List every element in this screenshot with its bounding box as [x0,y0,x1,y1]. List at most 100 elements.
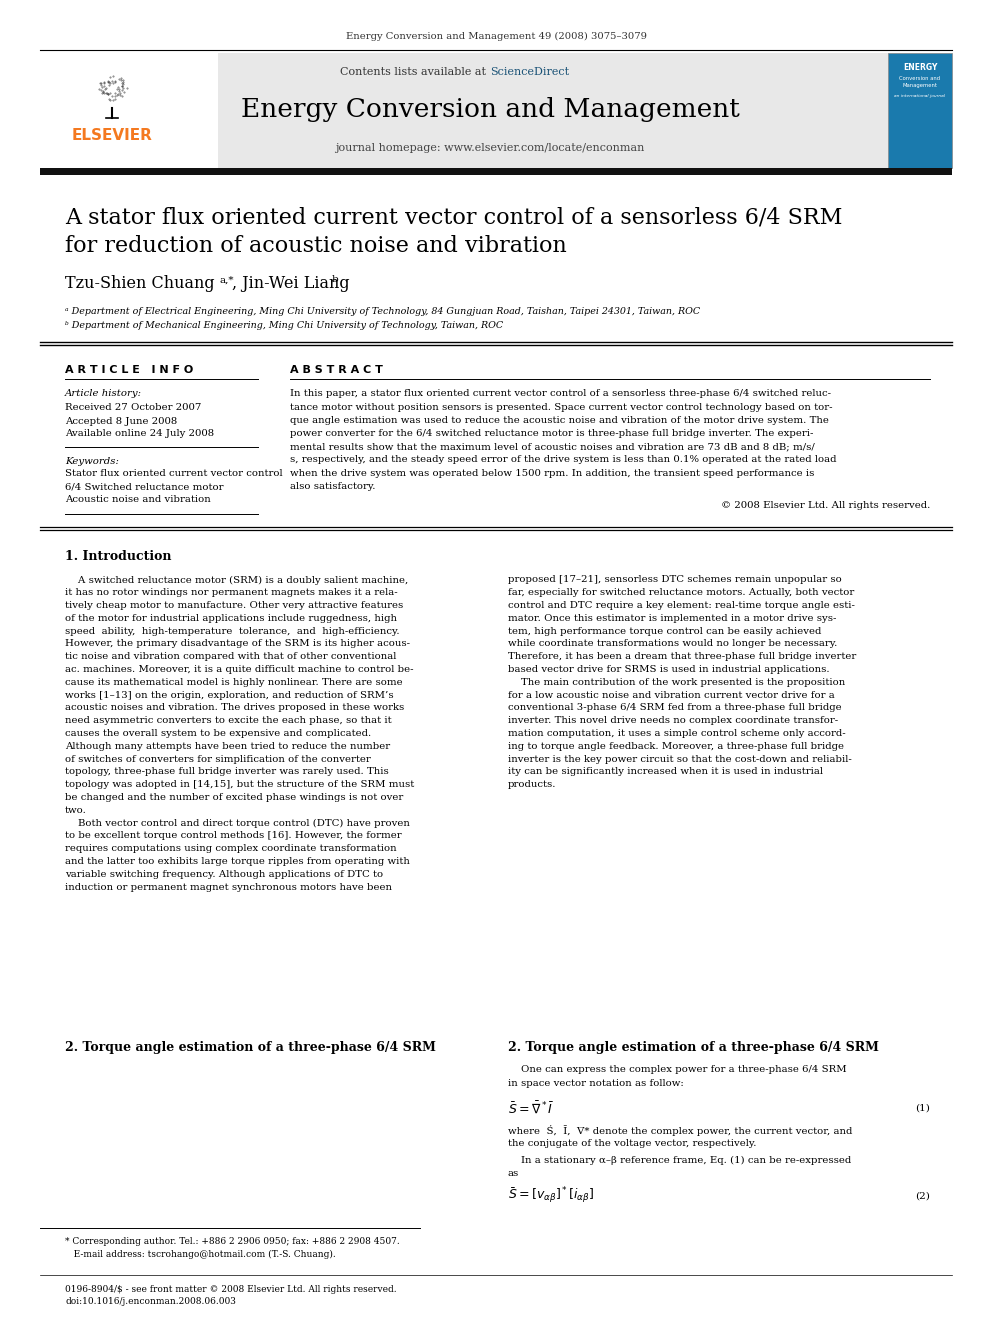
Text: journal homepage: www.elsevier.com/locate/enconman: journal homepage: www.elsevier.com/locat… [335,143,645,153]
Text: tem, high performance torque control can be easily achieved: tem, high performance torque control can… [508,627,821,635]
Text: Acoustic noise and vibration: Acoustic noise and vibration [65,496,210,504]
Text: speed  ability,  high-temperature  tolerance,  and  high-efficiency.: speed ability, high-temperature toleranc… [65,627,400,635]
Text: the conjugate of the voltage vector, respectively.: the conjugate of the voltage vector, res… [508,1139,757,1147]
Text: induction or permanent magnet synchronous motors have been: induction or permanent magnet synchronou… [65,882,392,892]
Text: Tzu-Shien Chuang: Tzu-Shien Chuang [65,275,214,292]
Text: Both vector control and direct torque control (DTC) have proven: Both vector control and direct torque co… [65,819,410,828]
Text: of the motor for industrial applications include ruggedness, high: of the motor for industrial applications… [65,614,397,623]
Text: products.: products. [508,781,557,790]
Text: ELSEVIER: ELSEVIER [71,127,153,143]
Text: tance motor without position sensors is presented. Space current vector control : tance motor without position sensors is … [290,402,832,411]
Text: acoustic noises and vibration. The drives proposed in these works: acoustic noises and vibration. The drive… [65,704,405,713]
Text: Contents lists available at: Contents lists available at [340,67,490,77]
Text: far, especially for switched reluctance motors. Actually, both vector: far, especially for switched reluctance … [508,589,854,597]
Text: in space vector notation as follow:: in space vector notation as follow: [508,1078,683,1088]
Text: proposed [17–21], sensorless DTC schemes remain unpopular so: proposed [17–21], sensorless DTC schemes… [508,576,842,585]
Text: for reduction of acoustic noise and vibration: for reduction of acoustic noise and vibr… [65,235,566,257]
Text: also satisfactory.: also satisfactory. [290,482,376,491]
Text: for a low acoustic noise and vibration current vector drive for a: for a low acoustic noise and vibration c… [508,691,834,700]
Text: Article history:: Article history: [65,389,142,398]
Text: In a stationary α–β reference frame, Eq. (1) can be re-expressed: In a stationary α–β reference frame, Eq.… [508,1155,851,1164]
Text: Energy Conversion and Management: Energy Conversion and Management [241,98,739,123]
Text: as: as [508,1168,519,1177]
Text: doi:10.1016/j.enconman.2008.06.003: doi:10.1016/j.enconman.2008.06.003 [65,1298,236,1307]
Text: tic noise and vibration compared with that of other conventional: tic noise and vibration compared with th… [65,652,397,662]
Text: A switched reluctance motor (SRM) is a doubly salient machine,: A switched reluctance motor (SRM) is a d… [65,576,409,585]
Text: Energy Conversion and Management 49 (2008) 3075–3079: Energy Conversion and Management 49 (200… [345,32,647,41]
Bar [40,53,218,168]
Text: (1): (1) [916,1103,930,1113]
Text: ScienceDirect: ScienceDirect [490,67,569,77]
Text: 2. Torque angle estimation of a three-phase 6/4 SRM: 2. Torque angle estimation of a three-ph… [65,1041,435,1054]
Text: Therefore, it has been a dream that three-phase full bridge inverter: Therefore, it has been a dream that thre… [508,652,856,662]
Text: ity can be significantly increased when it is used in industrial: ity can be significantly increased when … [508,767,823,777]
Text: an international journal: an international journal [895,94,945,98]
Text: cause its mathematical model is highly nonlinear. There are some: cause its mathematical model is highly n… [65,677,403,687]
Bar [888,53,952,168]
Text: Keywords:: Keywords: [65,456,119,466]
Text: However, the primary disadvantage of the SRM is its higher acous-: However, the primary disadvantage of the… [65,639,410,648]
Text: The main contribution of the work presented is the proposition: The main contribution of the work presen… [508,677,845,687]
Text: tively cheap motor to manufacture. Other very attractive features: tively cheap motor to manufacture. Other… [65,601,404,610]
Text: need asymmetric converters to excite the each phase, so that it: need asymmetric converters to excite the… [65,716,392,725]
Text: Although many attempts have been tried to reduce the number: Although many attempts have been tried t… [65,742,390,751]
Text: be changed and the number of excited phase windings is not over: be changed and the number of excited pha… [65,792,404,802]
Text: * Corresponding author. Tel.: +886 2 2906 0950; fax: +886 2 2908 4507.: * Corresponding author. Tel.: +886 2 290… [65,1237,400,1246]
Text: Received 27 October 2007: Received 27 October 2007 [65,404,201,413]
Text: ᵇ Department of Mechanical Engineering, Ming Chi University of Technology, Taiwa: ᵇ Department of Mechanical Engineering, … [65,321,503,331]
Text: conventional 3-phase 6/4 SRM fed from a three-phase full bridge: conventional 3-phase 6/4 SRM fed from a … [508,704,841,713]
Text: Management: Management [903,83,937,89]
Text: a,*: a,* [220,275,234,284]
Text: causes the overall system to be expensive and complicated.: causes the overall system to be expensiv… [65,729,371,738]
Text: and the latter too exhibits large torque ripples from operating with: and the latter too exhibits large torque… [65,857,410,867]
Text: que angle estimation was used to reduce the acoustic noise and vibration of the : que angle estimation was used to reduce … [290,415,829,425]
Text: E-mail address: tscrohango@hotmail.com (T.-S. Chuang).: E-mail address: tscrohango@hotmail.com (… [65,1249,335,1258]
Text: inverter is the key power circuit so that the cost-down and reliabil-: inverter is the key power circuit so tha… [508,754,852,763]
Text: A stator flux oriented current vector control of a sensorless 6/4 SRM: A stator flux oriented current vector co… [65,206,842,229]
Text: while coordinate transformations would no longer be necessary.: while coordinate transformations would n… [508,639,837,648]
Bar [40,168,952,175]
Text: Accepted 8 June 2008: Accepted 8 June 2008 [65,417,178,426]
Text: when the drive system was operated below 1500 rpm. In addition, the transient sp: when the drive system was operated below… [290,468,814,478]
Text: A R T I C L E   I N F O: A R T I C L E I N F O [65,365,193,374]
Text: control and DTC require a key element: real-time torque angle esti-: control and DTC require a key element: r… [508,601,855,610]
Bar [40,53,952,168]
Text: topology, three-phase full bridge inverter was rarely used. This: topology, three-phase full bridge invert… [65,767,389,777]
Text: variable switching frequency. Although applications of DTC to: variable switching frequency. Although a… [65,871,383,878]
Text: s, respectively, and the steady speed error of the drive system is less than 0.1: s, respectively, and the steady speed er… [290,455,836,464]
Text: ENERGY: ENERGY [903,64,937,73]
Text: ᵃ Department of Electrical Engineering, Ming Chi University of Technology, 84 Gu: ᵃ Department of Electrical Engineering, … [65,307,700,316]
Text: Stator flux oriented current vector control: Stator flux oriented current vector cont… [65,470,283,479]
Text: Available online 24 July 2008: Available online 24 July 2008 [65,430,214,438]
Text: based vector drive for SRMS is used in industrial applications.: based vector drive for SRMS is used in i… [508,665,829,675]
Text: 0196-8904/$ - see front matter © 2008 Elsevier Ltd. All rights reserved.: 0196-8904/$ - see front matter © 2008 El… [65,1285,397,1294]
Text: © 2008 Elsevier Ltd. All rights reserved.: © 2008 Elsevier Ltd. All rights reserved… [720,500,930,509]
Text: it has no rotor windings nor permanent magnets makes it a rela-: it has no rotor windings nor permanent m… [65,589,398,597]
Text: In this paper, a stator flux oriented current vector control of a sensorless thr: In this paper, a stator flux oriented cu… [290,389,831,398]
Text: topology was adopted in [14,15], but the structure of the SRM must: topology was adopted in [14,15], but the… [65,781,415,790]
Text: 2. Torque angle estimation of a three-phase 6/4 SRM: 2. Torque angle estimation of a three-ph… [508,1041,879,1054]
Text: two.: two. [65,806,87,815]
Text: mental results show that the maximum level of acoustic noises and vibration are : mental results show that the maximum lev… [290,442,814,451]
Text: A B S T R A C T: A B S T R A C T [290,365,383,374]
Text: (2): (2) [916,1192,930,1200]
Text: power converter for the 6/4 switched reluctance motor is three-phase full bridge: power converter for the 6/4 switched rel… [290,429,813,438]
Text: , Jin-Wei Liang: , Jin-Wei Liang [232,275,349,292]
Text: 6/4 Switched reluctance motor: 6/4 Switched reluctance motor [65,483,223,492]
Text: b: b [332,275,338,284]
Text: $\bar{S} = \bar{\nabla}^* \bar{I}$: $\bar{S} = \bar{\nabla}^* \bar{I}$ [508,1099,555,1117]
Text: where  Ś,  Ī,  V̅* denote the complex power, the current vector, and: where Ś, Ī, V̅* denote the complex power… [508,1125,852,1135]
Text: mator. Once this estimator is implemented in a motor drive sys-: mator. Once this estimator is implemente… [508,614,836,623]
Text: 1. Introduction: 1. Introduction [65,550,172,564]
Text: works [1–13] on the origin, exploration, and reduction of SRM’s: works [1–13] on the origin, exploration,… [65,691,394,700]
Text: requires computations using complex coordinate transformation: requires computations using complex coor… [65,844,397,853]
Text: inverter. This novel drive needs no complex coordinate transfor-: inverter. This novel drive needs no comp… [508,716,838,725]
Text: ing to torque angle feedback. Moreover, a three-phase full bridge: ing to torque angle feedback. Moreover, … [508,742,844,751]
Text: of switches of converters for simplification of the converter: of switches of converters for simplifica… [65,754,371,763]
Text: mation computation, it uses a simple control scheme only accord-: mation computation, it uses a simple con… [508,729,845,738]
Text: One can express the complex power for a three-phase 6/4 SRM: One can express the complex power for a … [508,1065,846,1074]
Text: Conversion and: Conversion and [900,75,940,81]
Text: ac. machines. Moreover, it is a quite difficult machine to control be-: ac. machines. Moreover, it is a quite di… [65,665,414,675]
Text: to be excellent torque control methods [16]. However, the former: to be excellent torque control methods [… [65,831,402,840]
Text: $\bar{S} = [v_{\alpha\beta}]^*[i_{\alpha\beta}]$: $\bar{S} = [v_{\alpha\beta}]^*[i_{\alpha… [508,1185,594,1207]
